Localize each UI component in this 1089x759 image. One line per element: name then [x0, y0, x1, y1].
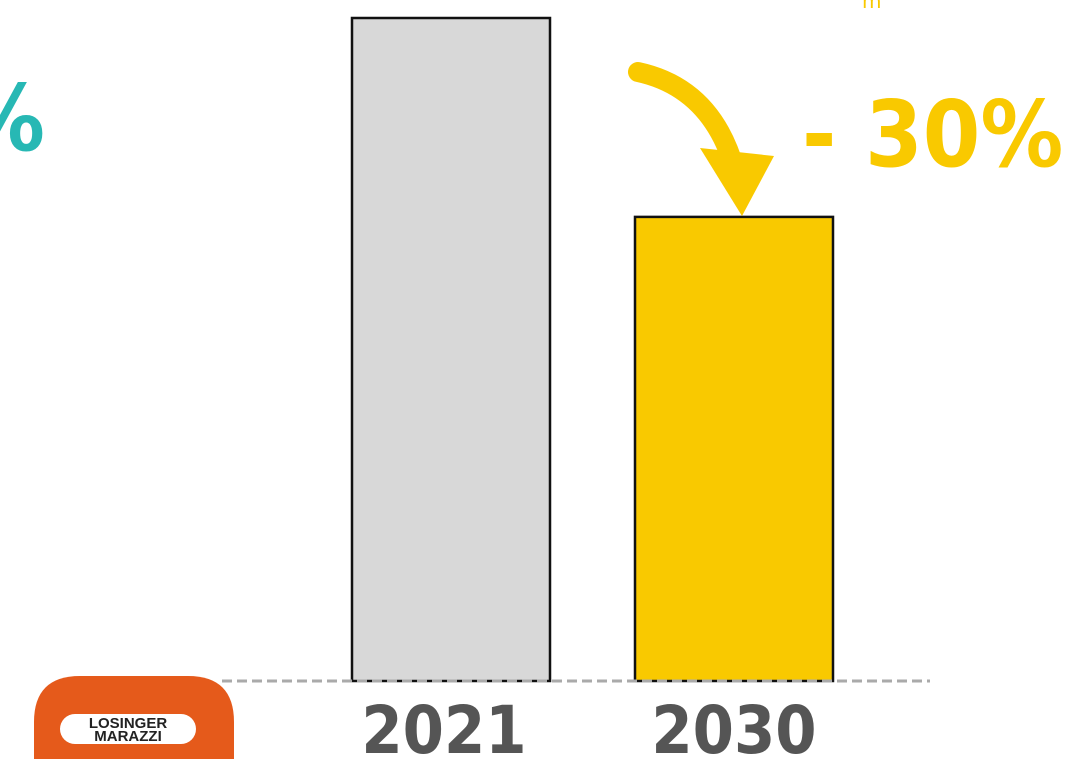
- bar-2030: [633, 215, 835, 683]
- category-label-2021: 2021: [361, 692, 526, 759]
- losinger-marazzi-logo: LOSINGER MARAZZI: [34, 676, 234, 759]
- top-text-fragment: m: [862, 0, 881, 13]
- logo-line2: MARAZZI: [94, 728, 162, 745]
- bars-group: [350, 16, 835, 683]
- category-label-2030: 2030: [651, 692, 816, 759]
- reduction-annotation: - 30%: [802, 81, 1063, 188]
- bar-2021: [350, 16, 552, 683]
- logo-line1: LOSINGER: [89, 715, 168, 732]
- left-percent-fragment: %: [0, 65, 45, 172]
- down-arrow-head: [700, 148, 774, 216]
